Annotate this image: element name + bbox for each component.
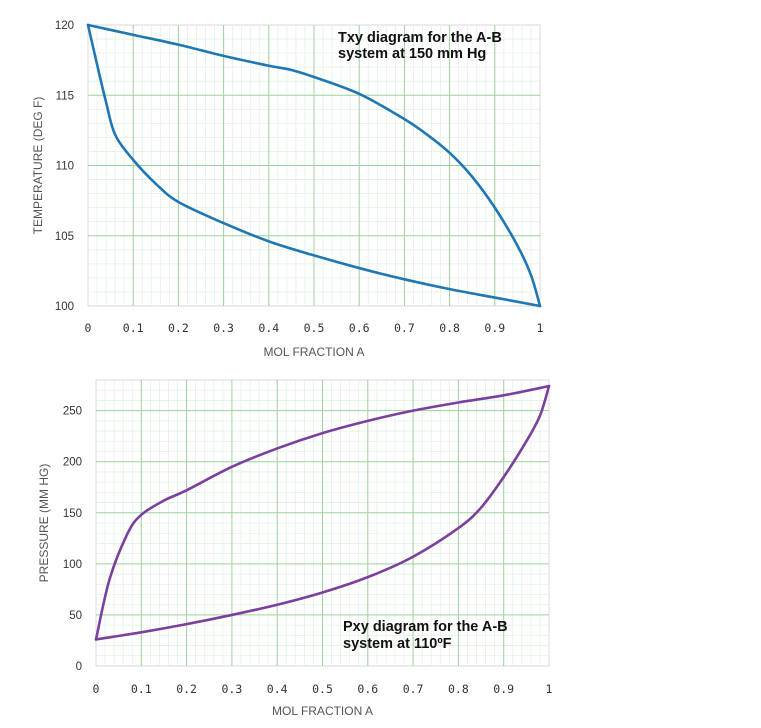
x-tick-label: 0.9 [493,682,514,696]
y-tick-label: 150 [63,508,82,520]
chart-title-line: system at 110ºF [343,636,452,652]
x-tick-label: 0.2 [168,321,189,335]
y-tick-label: 100 [55,301,74,313]
x-tick-label: 0.7 [394,321,415,335]
x-tick-label: 0 [93,682,100,696]
x-tick-label: 0.3 [222,682,243,696]
y-axis-label: PRESSURE (MM HG) [37,464,51,583]
lower-curve-line [86,23,542,308]
y-tick-label: 120 [55,20,74,32]
x-tick-label: 0.8 [439,321,460,335]
x-axis-label: MOL FRACTION A [264,345,365,359]
chart-title-line: Pxy diagram for the A-B [343,619,508,635]
y-tick-label: 250 [63,406,82,418]
y-tick-label: 115 [56,90,74,102]
chart-title-line: Txy diagram for the A-B [338,30,502,46]
y-tick-label: 0 [76,661,82,673]
upper-curve-line [86,23,542,308]
x-tick-label: 1 [537,321,544,335]
x-tick-label: 0.5 [304,321,325,335]
chart-title-line: system at 150 mm Hg [338,46,486,62]
y-tick-label: 110 [56,161,74,173]
x-tick-label: 0.2 [176,682,197,696]
pxy-chart: 0 0.1 0.2 0.3 0.4 0.5 0.6 0.7 0.8 0.9 1 0 50 100 150 20… [37,379,553,718]
x-tick-label: 0.6 [357,682,378,696]
x-tick-label: 0.4 [258,321,279,335]
grid [88,25,540,306]
grid [96,380,549,666]
x-tick-label: 0.1 [131,682,152,696]
x-tick-label: 0.3 [213,321,234,335]
y-axis-label: TEMPERATURE (DEG F) [31,97,45,235]
txy-chart: 0 0.1 0.2 0.3 0.4 0.5 0.6 0.7 0.8 0.9 1 100 105 110 11… [31,20,544,359]
y-tick-label: 100 [63,559,82,571]
x-tick-label: 0.5 [312,682,333,696]
x-tick-label: 0.4 [267,682,288,696]
x-tick-label: 0 [85,321,92,335]
y-tick-label: 50 [69,610,82,622]
y-tick-label: 105 [55,231,74,243]
x-tick-label: 0.9 [484,321,505,335]
x-tick-label: 0.8 [448,682,469,696]
lower-curve-line [94,384,551,641]
y-tick-label: 200 [63,457,82,469]
x-tick-label: 1 [546,682,553,696]
upper-curve-line [94,384,551,641]
x-tick-label: 0.7 [403,682,424,696]
x-tick-label: 0.6 [349,321,370,335]
x-axis-label: MOL FRACTION A [272,704,373,718]
x-tick-label: 0.1 [123,321,144,335]
